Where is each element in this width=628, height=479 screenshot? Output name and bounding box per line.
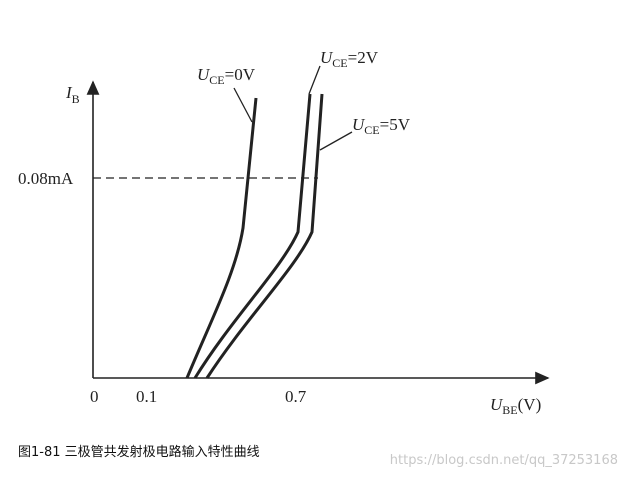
x-tick-label: 0.1 [136, 387, 157, 406]
caption: 图1-81 三极管共发射极电路输入特性曲线 [18, 444, 260, 460]
curve [193, 93, 312, 379]
curve [205, 93, 324, 379]
leader-line [308, 65, 321, 95]
curve [185, 97, 258, 379]
x-axis-label: UBE(V) [490, 395, 541, 417]
watermark: https://blog.csdn.net/qq_37253168 [390, 453, 618, 468]
x-tick-label: 0.7 [285, 387, 307, 406]
leader-line [319, 131, 353, 151]
y-axis-label: IB [65, 83, 80, 106]
curve-label: UCE=2V [320, 48, 379, 70]
curve-label: UCE=0V [197, 65, 256, 87]
curve-label: UCE=5V [352, 115, 411, 137]
x-tick-label: 0 [90, 387, 99, 406]
y-marker-label: 0.08mA [18, 169, 74, 188]
leader-line [233, 87, 253, 123]
